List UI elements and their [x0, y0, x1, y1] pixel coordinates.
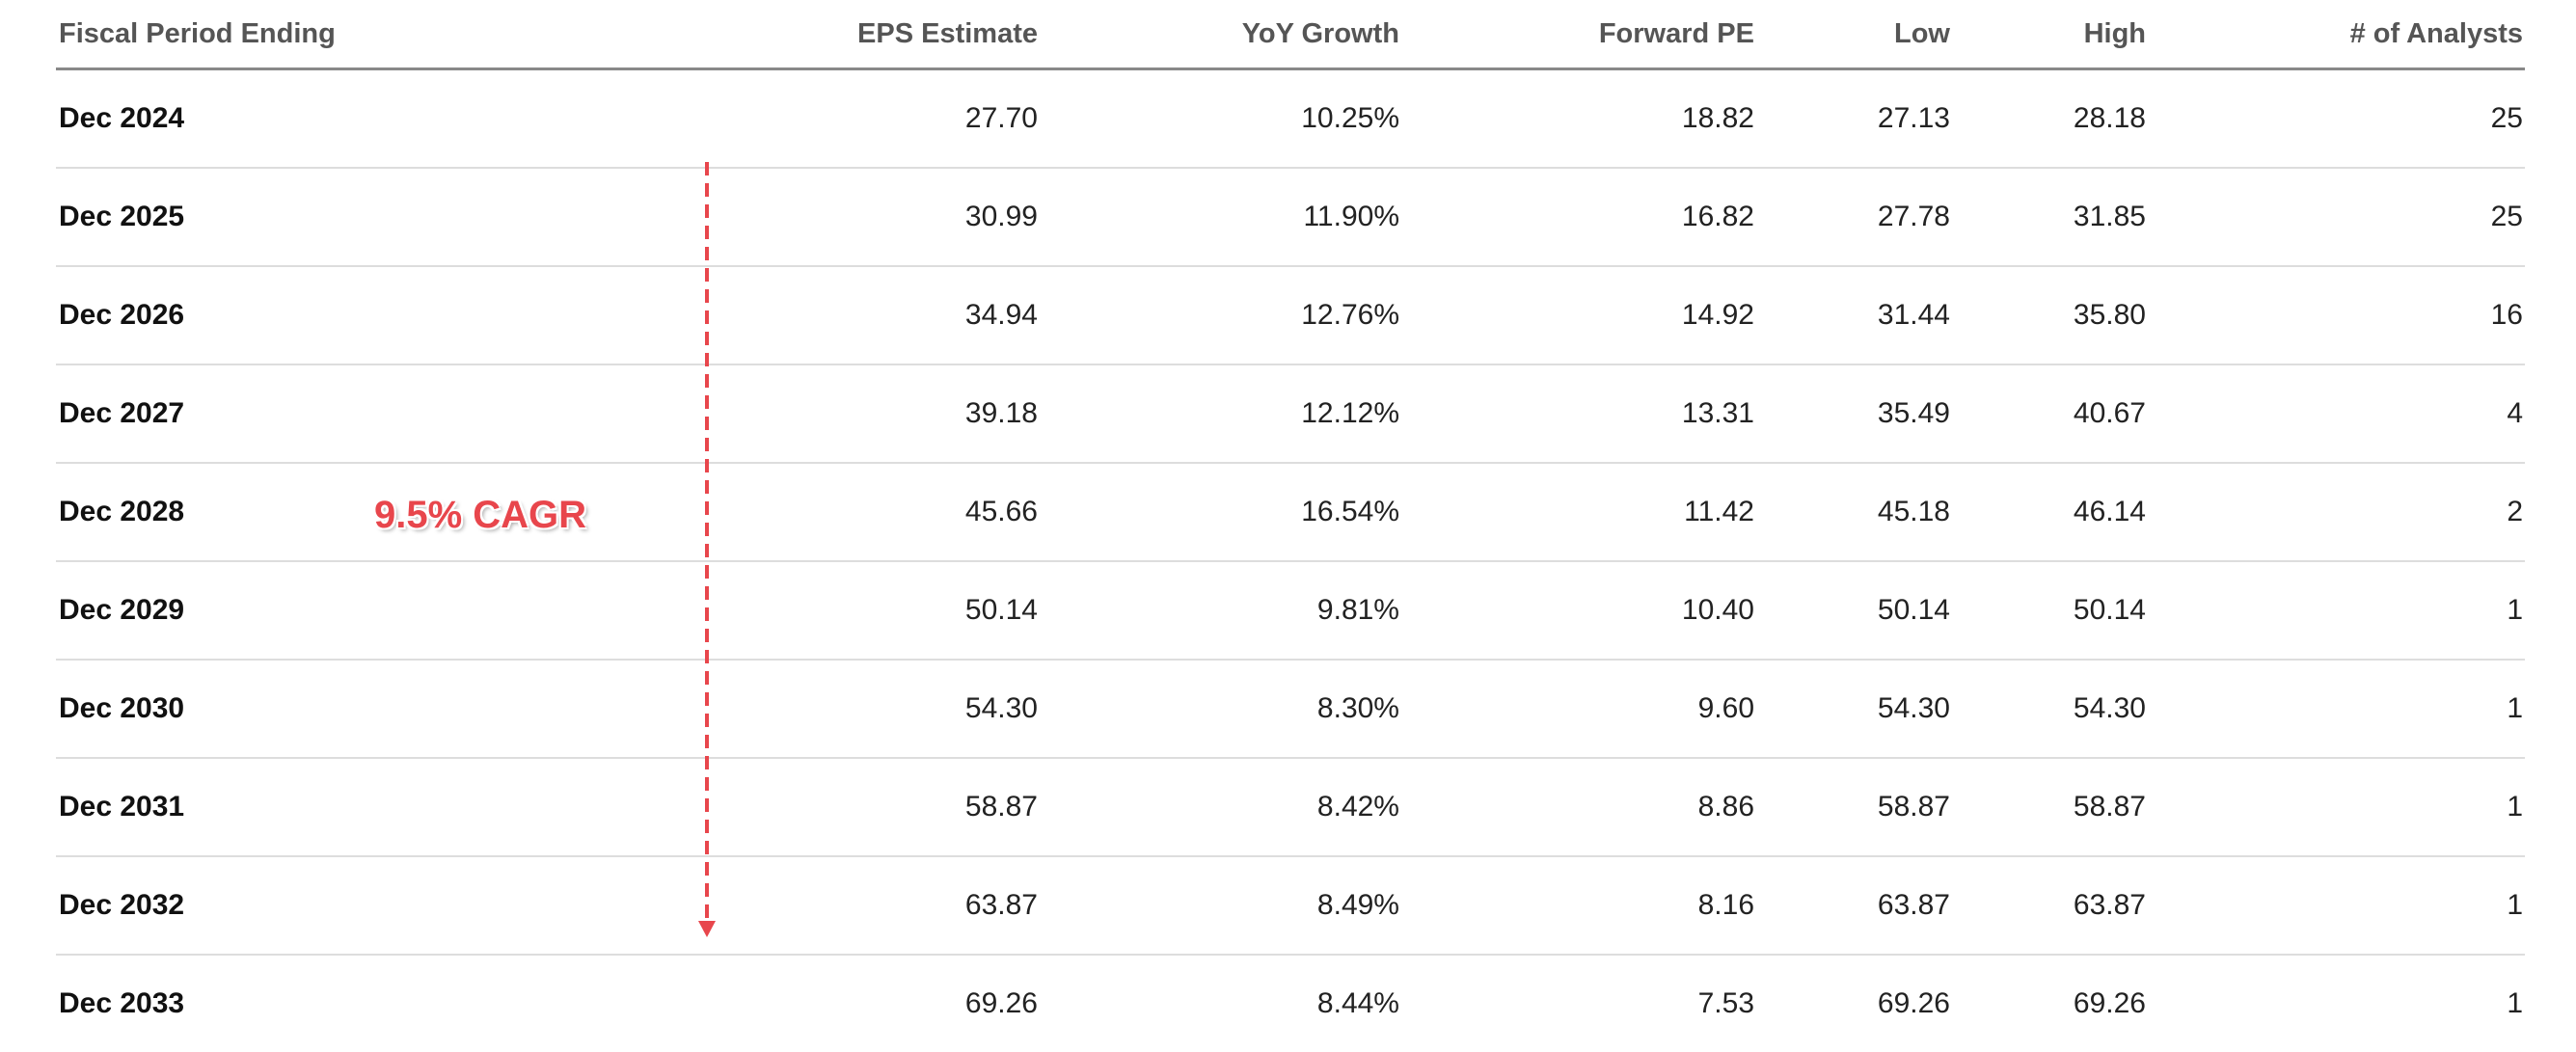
period-cell: Dec 2026 — [56, 266, 596, 365]
yoy-growth-cell: 16.54% — [1040, 463, 1401, 562]
yoy-growth-cell: 11.90% — [1040, 168, 1401, 267]
table-row: Dec 2025 30.99 11.90% 16.82 27.78 31.85 … — [56, 168, 2525, 267]
analysts-cell: 1 — [2148, 758, 2525, 857]
yoy-growth-cell: 8.44% — [1316, 987, 1399, 1019]
low-cell: 69.26 — [1877, 987, 1950, 1019]
eps-estimate-cell: 34.94 — [596, 266, 1040, 365]
analysts-cell: 25 — [2148, 68, 2525, 169]
low-cell: 35.49 — [1756, 364, 1952, 464]
table-header-row: Fiscal Period Ending EPS Estimate YoY Gr… — [56, 0, 2525, 70]
forward-pe-cell: 8.86 — [1401, 758, 1756, 857]
low-cell: 27.78 — [1756, 168, 1952, 267]
column-header-forward-pe[interactable]: Forward PE — [1401, 0, 1756, 70]
forward-pe-cell: 18.82 — [1401, 68, 1756, 169]
eps-estimate-cell: 58.87 — [596, 758, 1040, 857]
column-header-high[interactable]: High — [1952, 0, 2148, 70]
yoy-growth-cell: 12.76% — [1040, 266, 1401, 365]
analysts-cell: 1 — [2148, 856, 2525, 956]
cagr-label: 9.5% CAGR — [374, 494, 587, 536]
forward-pe-cell: 8.16 — [1401, 856, 1756, 956]
high-cell: 28.18 — [1952, 68, 2148, 169]
table-row: Dec 2027 39.18 12.12% 13.31 35.49 40.67 … — [56, 364, 2525, 464]
high-cell: 35.80 — [1952, 266, 2148, 365]
low-cell: 54.30 — [1756, 660, 1952, 759]
analysts-cell: 4 — [2148, 364, 2525, 464]
analysts-cell: 2 — [2148, 463, 2525, 562]
column-header-analysts[interactable]: # of Analysts — [2148, 0, 2525, 70]
high-cell: 69.26 — [2073, 987, 2146, 1019]
column-header-yoy-growth[interactable]: YoY Growth — [1040, 0, 1401, 70]
column-header-low[interactable]: Low — [1756, 0, 1952, 70]
low-cell: 58.87 — [1756, 758, 1952, 857]
table-row: Dec 2028 45.66 16.54% 11.42 45.18 46.14 … — [56, 463, 2525, 562]
period-cell: Dec 2032 — [56, 856, 596, 956]
eps-estimates-table: Fiscal Period Ending EPS Estimate YoY Gr… — [56, 0, 2525, 1052]
table-row: Dec 2029 50.14 9.81% 10.40 50.14 50.14 1 — [56, 561, 2525, 661]
forward-pe-cell: 10.40 — [1401, 561, 1756, 661]
period-cell: Dec 2024 — [56, 68, 596, 169]
period-cell: Dec 2033 — [59, 987, 185, 1019]
low-cell: 63.87 — [1756, 856, 1952, 956]
table-row: Dec 2032 63.87 8.49% 8.16 63.87 63.87 1 — [56, 856, 2525, 956]
high-cell: 63.87 — [1952, 856, 2148, 956]
period-cell: Dec 2029 — [56, 561, 596, 661]
analysts-cell: 25 — [2148, 168, 2525, 267]
yoy-growth-cell: 8.42% — [1040, 758, 1401, 857]
low-cell: 27.13 — [1756, 68, 1952, 169]
high-cell: 46.14 — [1952, 463, 2148, 562]
table-row: Dec 2031 58.87 8.42% 8.86 58.87 58.87 1 — [56, 758, 2525, 857]
analysts-cell: 1 — [2148, 561, 2525, 661]
period-cell: Dec 2031 — [56, 758, 596, 857]
table-row: Dec 2024 27.70 10.25% 18.82 27.13 28.18 … — [56, 68, 2525, 169]
yoy-growth-cell: 8.30% — [1040, 660, 1401, 759]
yoy-growth-cell: 10.25% — [1040, 68, 1401, 169]
yoy-growth-cell: 9.81% — [1040, 561, 1401, 661]
eps-estimate-cell: 39.18 — [596, 364, 1040, 464]
low-cell: 31.44 — [1756, 266, 1952, 365]
eps-estimate-cell: 69.26 — [964, 987, 1038, 1019]
high-cell: 58.87 — [1952, 758, 2148, 857]
forward-pe-cell: 16.82 — [1401, 168, 1756, 267]
forward-pe-cell: 13.31 — [1401, 364, 1756, 464]
period-cell: Dec 2025 — [56, 168, 596, 267]
column-header-eps-estimate[interactable]: EPS Estimate — [596, 0, 1040, 70]
table-row: Dec 2026 34.94 12.76% 14.92 31.44 35.80 … — [56, 266, 2525, 365]
low-cell: 45.18 — [1756, 463, 1952, 562]
eps-estimate-cell: 45.66 — [596, 463, 1040, 562]
analysts-cell: 1 — [2507, 987, 2523, 1019]
period-cell: Dec 2027 — [56, 364, 596, 464]
eps-estimate-cell: 30.99 — [596, 168, 1040, 267]
forward-pe-cell: 7.53 — [1697, 987, 1754, 1019]
forward-pe-cell: 11.42 — [1401, 463, 1756, 562]
analysts-cell: 1 — [2148, 660, 2525, 759]
table-row: Dec 2033 69.26 8.44% 7.53 69.26 69.26 1 — [56, 955, 2525, 1052]
forward-pe-cell: 9.60 — [1401, 660, 1756, 759]
yoy-growth-cell: 12.12% — [1040, 364, 1401, 464]
period-cell: Dec 2028 — [56, 463, 596, 562]
eps-estimate-cell: 54.30 — [596, 660, 1040, 759]
yoy-growth-cell: 8.49% — [1040, 856, 1401, 956]
column-header-fiscal-period[interactable]: Fiscal Period Ending — [56, 0, 596, 70]
table-row: Dec 2030 54.30 8.30% 9.60 54.30 54.30 1 — [56, 660, 2525, 759]
eps-estimate-cell: 63.87 — [596, 856, 1040, 956]
eps-estimate-cell: 50.14 — [596, 561, 1040, 661]
low-cell: 50.14 — [1756, 561, 1952, 661]
forward-pe-cell: 14.92 — [1401, 266, 1756, 365]
high-cell: 54.30 — [1952, 660, 2148, 759]
analysts-cell: 16 — [2148, 266, 2525, 365]
period-cell: Dec 2030 — [56, 660, 596, 759]
eps-estimate-cell: 27.70 — [596, 68, 1040, 169]
high-cell: 40.67 — [1952, 364, 2148, 464]
high-cell: 31.85 — [1952, 168, 2148, 267]
high-cell: 50.14 — [1952, 561, 2148, 661]
